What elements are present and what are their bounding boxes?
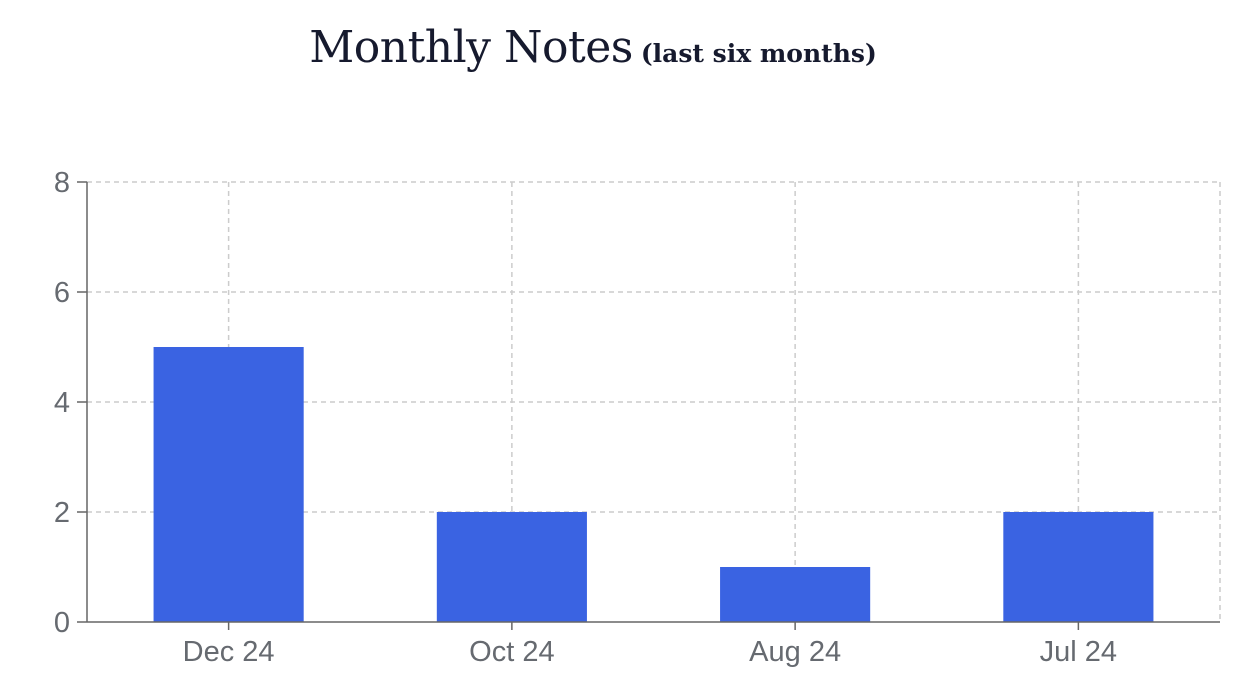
y-tick-label: 4 [54,387,70,419]
axes [77,181,1220,630]
bar-oct-24 [436,512,587,622]
x-tick-labels: Dec 24 Oct 24 Aug 24 Jul 24 [183,636,1117,668]
x-tick-label: Aug 24 [749,636,841,668]
y-tick-label: 6 [54,277,70,309]
chart-title-main: Monthly Notes [309,22,633,73]
chart-subtitle: (last six months) [640,39,877,68]
y-tick-label: 0 [54,607,70,639]
x-tick-label: Oct 24 [469,636,554,668]
x-tick-label: Dec 24 [183,636,275,668]
bars [153,347,1154,622]
x-tick-label: Jul 24 [1040,636,1117,668]
chart-title: Monthly Notes (last six months) [0,22,1186,73]
y-tick-labels: 0 2 4 6 8 [54,167,70,639]
bar-jul-24 [1003,512,1154,622]
bar-dec-24 [153,347,304,622]
y-tick-label: 8 [54,167,70,199]
bar-aug-24 [720,567,871,622]
y-tick-label: 2 [54,497,70,529]
